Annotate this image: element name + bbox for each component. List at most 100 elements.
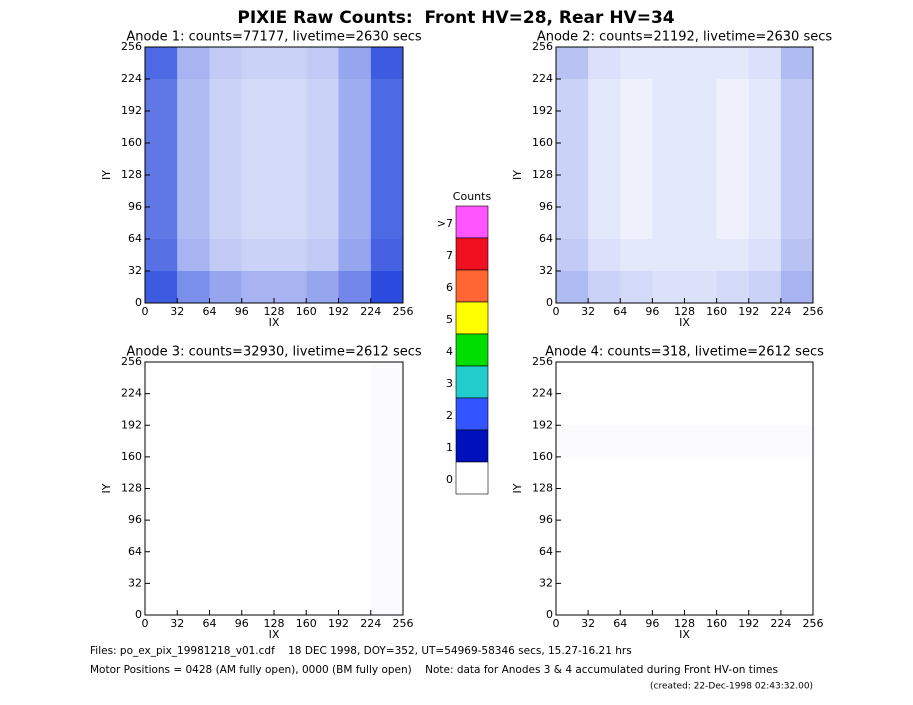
heat-cell [371,457,403,489]
heat-cell [209,143,242,175]
heat-cell [371,394,403,426]
heat-cell [306,207,339,239]
heat-cell [620,239,653,271]
heat-cell [371,583,403,615]
heat-cell [177,394,209,426]
heat-cell [145,47,178,79]
heat-cell [749,489,781,521]
colorbar-title: Counts [453,190,492,203]
heat-cell [588,47,621,79]
heat-cell [274,111,307,143]
heat-cell [339,583,371,615]
footer-created: (created: 22-Dec-1998 02:43:32.00) [650,682,813,692]
y-tick-label: 32 [128,264,142,277]
heat-cell [338,111,371,143]
heat-cell [177,583,209,615]
heat-cell [652,457,684,489]
x-tick-label: 192 [328,617,349,630]
heat-cell [749,457,781,489]
heat-cell [209,175,242,207]
y-tick-label: 96 [539,513,553,526]
heat-cell [210,552,242,584]
y-tick-label: 224 [532,387,553,400]
heat-cell [274,239,307,271]
heat-cell [781,489,813,521]
x-tick-label: 32 [581,305,595,318]
heat-cell [177,111,210,143]
heat-cell [620,79,653,111]
heat-cell [717,583,749,615]
heat-cell [717,457,749,489]
colorbar-swatch [455,269,489,303]
x-tick-label: 128 [264,305,285,318]
y-tick-label: 0 [546,296,553,309]
heat-cell [145,111,178,143]
x-tick-label: 256 [393,305,414,318]
heat-cell [685,425,717,457]
heat-cell [749,552,781,584]
y-tick-label: 96 [539,200,553,213]
heat-cell [339,457,371,489]
x-tick-label: 160 [706,305,727,318]
x-tick-label: 224 [360,617,381,630]
heat-cell [588,271,621,303]
heat-cell [274,79,307,111]
heat-cell [716,79,749,111]
heat-cell [588,362,620,394]
page-title: PIXIE Raw Counts: Front HV=28, Rear HV=3… [237,8,674,28]
panel-title: Anode 4: counts=318, livetime=2612 secs [545,345,824,360]
x-tick-label: 256 [803,305,824,318]
heat-cell [209,239,242,271]
heat-cell [748,47,781,79]
heat-cell [684,111,717,143]
heat-cell [588,552,620,584]
colorbar-label: 2 [446,409,453,422]
heat-cell [339,394,371,426]
heat-cell [371,520,403,552]
panel-title: Anode 2: counts=21192, livetime=2630 sec… [537,30,833,45]
heat-cell [684,239,717,271]
heat-cell [620,111,653,143]
heat-cell [274,271,307,303]
heat-cell [685,394,717,426]
heat-cell [306,552,338,584]
heat-cell [652,47,685,79]
colorbar-label: >7 [437,217,453,230]
heat-cell [620,143,653,175]
heat-cell [145,520,177,552]
heat-cell [588,489,620,521]
heat-cell [652,239,685,271]
heat-cell [652,111,685,143]
colorbar-label: 0 [446,473,453,486]
heat-cell [780,207,813,239]
x-tick-label: 224 [360,305,381,318]
y-tick-label: 128 [532,168,553,181]
heat-cell [145,489,177,521]
heat-cell [306,79,339,111]
y-tick-label: 128 [121,482,142,495]
heat-cell [241,207,274,239]
heat-cell [748,207,781,239]
x-tick-label: 128 [674,305,695,318]
heat-cell [749,394,781,426]
heat-cell [242,362,274,394]
heat-cell [556,239,589,271]
colorbar-label: 1 [446,441,453,454]
heat-cell [274,583,306,615]
heat-cell [274,457,306,489]
heat-cell [371,362,403,394]
heat-cell [145,271,178,303]
heat-cell [242,583,274,615]
y-tick-label: 64 [539,545,553,558]
heat-cell [781,520,813,552]
heat-cell [588,79,621,111]
y-tick-label: 128 [121,168,142,181]
heat-cell [685,362,717,394]
y-tick-label: 0 [135,608,142,621]
heat-cell [306,271,339,303]
heat-cell [717,394,749,426]
heat-cell [556,394,588,426]
heat-cell [370,271,403,303]
x-tick-label: 256 [393,617,414,630]
y-tick-label: 224 [121,72,142,85]
